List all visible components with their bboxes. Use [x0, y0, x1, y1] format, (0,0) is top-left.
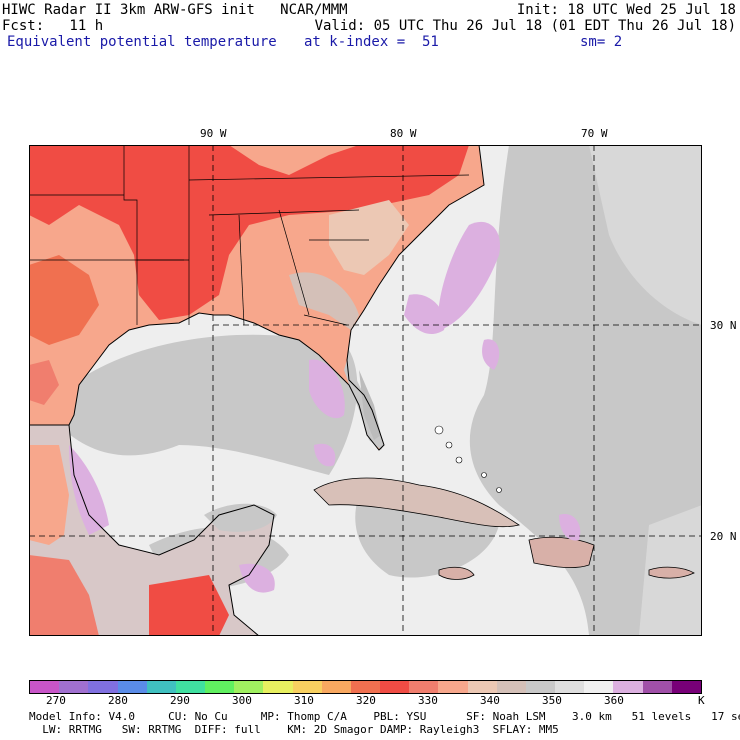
init-time: Init: 18 UTC Wed 25 Jul 18	[516, 2, 736, 18]
mexico-coastline	[68, 424, 275, 636]
colorbar-tick: 270	[46, 694, 66, 707]
colorbar-swatch	[321, 681, 351, 693]
colorbar-swatch	[467, 681, 497, 693]
lavender-patches	[239, 221, 581, 593]
us-landmass	[29, 145, 484, 450]
colorbar-swatch	[292, 681, 322, 693]
colorbar-swatch	[350, 681, 381, 693]
lon-label-80w: 80 W	[390, 127, 417, 140]
colorbar-swatch	[438, 681, 468, 693]
colorbar-swatch	[555, 681, 585, 693]
colorbar-swatch	[671, 681, 701, 693]
lat-label-20n: 20 N	[710, 530, 737, 543]
smoothing-label: sm= 2	[580, 34, 623, 50]
colorbar-swatch	[146, 681, 176, 693]
lon-label-90w: 90 W	[200, 127, 227, 140]
colorbar-tick: 280	[108, 694, 128, 707]
colorbar-tick: 310	[294, 694, 314, 707]
colorbar	[29, 680, 702, 694]
colorbar-swatch	[613, 681, 643, 693]
colorbar-swatch	[205, 681, 235, 693]
colorbar-tick: 340	[480, 694, 500, 707]
caribbean-islands	[313, 425, 695, 580]
colorbar-tick: 300	[232, 694, 252, 707]
colorbar-swatch	[175, 681, 206, 693]
colorbar-swatch	[380, 681, 410, 693]
colorbar-swatch	[409, 681, 439, 693]
colorbar-unit: K	[698, 694, 705, 707]
colorbar-tick: 290	[170, 694, 190, 707]
mexico-landmass	[29, 425, 277, 636]
colorbar-tick: 360	[604, 694, 624, 707]
latlon-grid	[29, 145, 702, 636]
lat-label-30n: 30 N	[710, 319, 737, 332]
colorbar-swatch	[30, 681, 60, 693]
colorbar-swatch	[117, 681, 147, 693]
colorbar-tick: 350	[542, 694, 562, 707]
theta-e-map	[29, 145, 702, 636]
colorbar-tick: 330	[418, 694, 438, 707]
map-border	[29, 145, 702, 636]
us-coastline	[29, 145, 485, 451]
colorbar-swatch	[642, 681, 672, 693]
model-info-line1: Model Info: V4.0 CU: No Cu MP: Thomp C/A…	[29, 710, 740, 723]
colorbar-swatch	[59, 681, 89, 693]
title-line: HIWC Radar II 3km ARW-GFS init NCAR/MMM	[2, 2, 348, 18]
state-borders	[29, 145, 470, 326]
colorbar-swatch	[496, 681, 526, 693]
valid-time: Valid: 05 UTC Thu 26 Jul 18 (01 EDT Thu …	[314, 18, 736, 34]
level-label: at k-index = 51	[304, 34, 439, 50]
field-name: Equivalent potential temperature	[7, 34, 277, 50]
colorbar-swatch	[234, 681, 264, 693]
lon-label-70w: 70 W	[581, 127, 608, 140]
colorbar-tick: 320	[356, 694, 376, 707]
colorbar-swatch	[584, 681, 614, 693]
colorbar-swatch	[525, 681, 556, 693]
model-info-line2: LW: RRTMG SW: RRTMG DIFF: full KM: 2D Sm…	[29, 723, 559, 736]
colorbar-swatch	[263, 681, 293, 693]
colorbar-swatch	[88, 681, 118, 693]
forecast-hour: Fcst: 11 h	[2, 18, 104, 34]
